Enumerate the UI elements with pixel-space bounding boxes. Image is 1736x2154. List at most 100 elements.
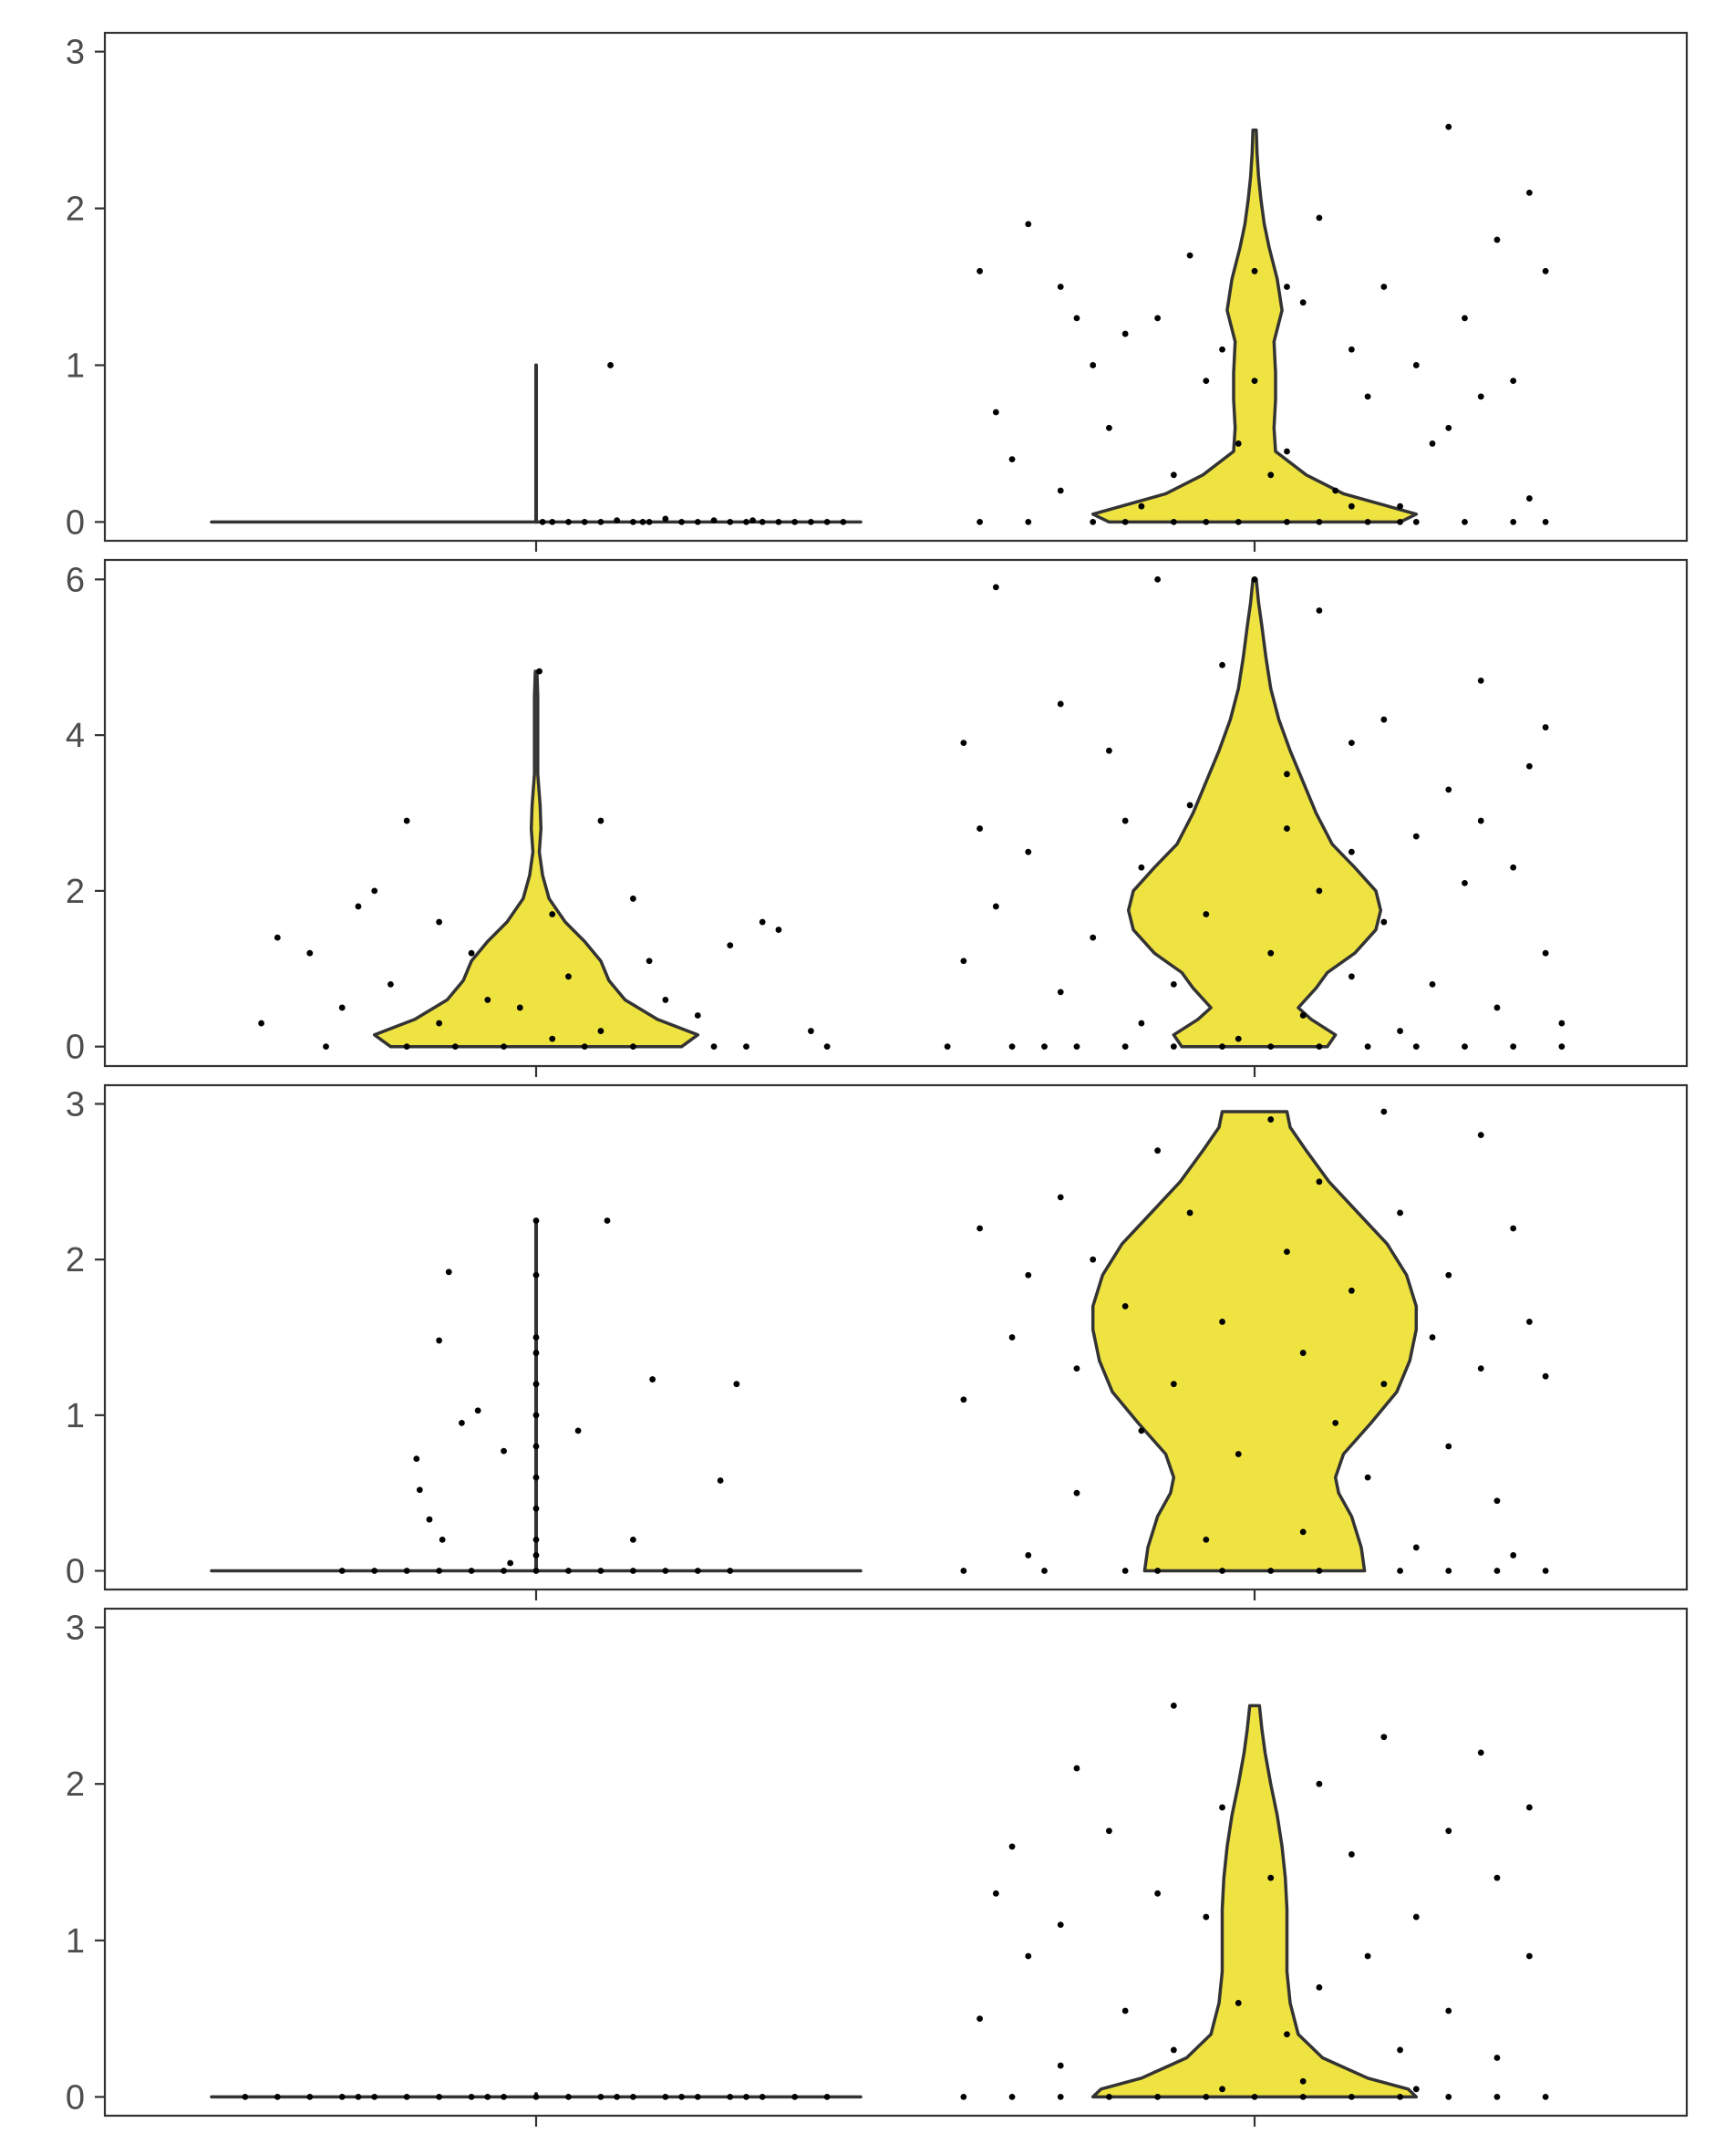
- data-point: [1348, 1851, 1355, 1858]
- data-point: [323, 1043, 329, 1051]
- data-point: [976, 825, 983, 832]
- data-point: [743, 518, 749, 525]
- data-point: [1090, 362, 1097, 368]
- data-point: [1445, 2094, 1452, 2100]
- data-point: [1041, 1043, 1048, 1051]
- data-point: [371, 1568, 378, 1574]
- panel-border: [103, 1083, 1689, 1591]
- data-point: [727, 518, 734, 525]
- data-point: [1025, 518, 1032, 525]
- data-point: [604, 1217, 611, 1224]
- data-point: [1284, 771, 1290, 778]
- data-point: [1057, 1194, 1064, 1201]
- data-point: [436, 1020, 443, 1027]
- data-point: [1332, 487, 1339, 494]
- data-point: [759, 2094, 766, 2100]
- data-point: [1397, 2046, 1403, 2054]
- data-point: [992, 409, 999, 416]
- y-tick-label: 2: [66, 1766, 85, 1804]
- data-point: [403, 1043, 410, 1051]
- data-point: [484, 2094, 491, 2100]
- data-point: [1493, 2055, 1501, 2061]
- data-point: [306, 2094, 314, 2100]
- data-point: [1041, 1568, 1048, 1574]
- data-point: [1299, 1350, 1307, 1356]
- violin-shape: [1090, 1704, 1419, 2099]
- data-point: [1121, 1568, 1129, 1574]
- data-point: [614, 517, 621, 524]
- data-point: [662, 2094, 669, 2100]
- data-point: [468, 1568, 475, 1574]
- data-point: [1299, 299, 1307, 306]
- data-point: [1121, 1043, 1129, 1051]
- data-point: [1412, 518, 1420, 525]
- data-point: [775, 927, 782, 933]
- data-point: [1106, 2094, 1112, 2100]
- y-tick-label: 2: [66, 191, 85, 229]
- data-point: [629, 2094, 636, 2100]
- data-point: [416, 1486, 423, 1494]
- data-point: [1203, 378, 1210, 385]
- data-point: [501, 1447, 507, 1455]
- data-point: [1057, 487, 1064, 494]
- data-point: [1219, 1804, 1225, 1811]
- data-point: [976, 518, 983, 525]
- violin-shape: [1090, 1110, 1419, 1573]
- data-point: [1154, 1147, 1162, 1155]
- data-point: [574, 1427, 582, 1434]
- data-point: [1203, 1913, 1210, 1921]
- data-point: [436, 2094, 443, 2100]
- data-point: [960, 1568, 967, 1574]
- data-point: [1121, 518, 1129, 525]
- data-point: [1542, 1372, 1549, 1380]
- y-tick-label: 0: [66, 1553, 85, 1591]
- data-point: [1510, 378, 1517, 385]
- data-point: [1025, 848, 1032, 855]
- data-point: [1057, 2062, 1064, 2069]
- data-point: [1526, 1804, 1533, 1811]
- data-point: [976, 267, 983, 274]
- data-point: [1493, 1874, 1501, 1881]
- data-point: [306, 949, 314, 957]
- y-tick-label: 3: [66, 1610, 85, 1648]
- data-point: [1542, 1568, 1549, 1574]
- data-point: [242, 2094, 249, 2100]
- data-point: [1348, 973, 1355, 980]
- data-point: [1170, 471, 1177, 479]
- data-point: [1267, 471, 1275, 479]
- data-point: [710, 1043, 718, 1051]
- data-point: [1267, 949, 1275, 957]
- data-point: [1073, 1765, 1080, 1772]
- data-point: [501, 2094, 507, 2100]
- data-point: [1462, 518, 1468, 525]
- data-point: [960, 740, 967, 747]
- data-point: [662, 1568, 669, 1574]
- data-point: [1510, 1225, 1517, 1232]
- violin-panel-3: 0 1 2 3: [66, 1083, 1689, 1600]
- data-point: [976, 1225, 983, 1232]
- data-point: [532, 1505, 540, 1512]
- data-point: [629, 1536, 636, 1543]
- data-point: [1445, 424, 1452, 431]
- y-tick-label: 0: [66, 503, 85, 542]
- data-point: [1510, 1552, 1517, 1559]
- data-point: [1284, 518, 1290, 525]
- data-point: [445, 1269, 452, 1276]
- data-point: [1121, 1302, 1129, 1310]
- data-point: [484, 997, 491, 1003]
- data-point: [1493, 1568, 1501, 1574]
- data-point: [662, 997, 669, 1003]
- y-tick-label: 0: [66, 1029, 85, 1067]
- data-point: [532, 2094, 540, 2100]
- data-point: [992, 1890, 999, 1897]
- data-point: [403, 1568, 410, 1574]
- panel-border: [103, 558, 1689, 1068]
- data-point: [338, 1568, 346, 1574]
- data-point: [1057, 2094, 1064, 2100]
- data-point: [1186, 252, 1194, 259]
- data-point: [662, 515, 669, 523]
- y-tick-label: 2: [66, 873, 85, 911]
- data-point: [1219, 661, 1225, 668]
- data-point: [501, 1568, 507, 1574]
- data-point: [436, 1568, 443, 1574]
